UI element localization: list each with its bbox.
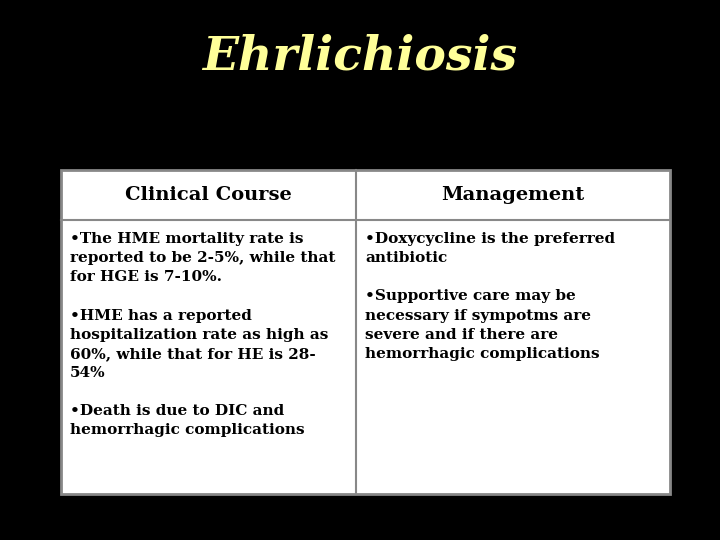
Text: Management: Management <box>441 186 585 204</box>
Text: •HME has a reported: •HME has a reported <box>70 308 252 322</box>
Text: •Death is due to DIC and: •Death is due to DIC and <box>70 404 284 418</box>
Text: 60%, while that for HE is 28-: 60%, while that for HE is 28- <box>70 347 315 361</box>
Text: 54%: 54% <box>70 366 105 380</box>
Text: severe and if there are: severe and if there are <box>365 328 558 342</box>
Text: for HGE is 7-10%.: for HGE is 7-10%. <box>70 271 222 285</box>
Text: •The HME mortality rate is: •The HME mortality rate is <box>70 232 303 246</box>
Text: •Supportive care may be: •Supportive care may be <box>365 289 576 303</box>
Bar <box>61 170 670 494</box>
Text: necessary if sympotms are: necessary if sympotms are <box>365 308 591 322</box>
Text: Ehrlichiosis: Ehrlichiosis <box>202 33 518 80</box>
Text: •Doxycycline is the preferred: •Doxycycline is the preferred <box>365 232 615 246</box>
Text: hemorrhagic complications: hemorrhagic complications <box>70 423 305 437</box>
Text: antibiotic: antibiotic <box>365 251 447 265</box>
Text: hospitalization rate as high as: hospitalization rate as high as <box>70 328 328 342</box>
Text: Clinical Course: Clinical Course <box>125 186 292 204</box>
Text: hemorrhagic complications: hemorrhagic complications <box>365 347 600 361</box>
Text: reported to be 2-5%, while that: reported to be 2-5%, while that <box>70 251 336 265</box>
